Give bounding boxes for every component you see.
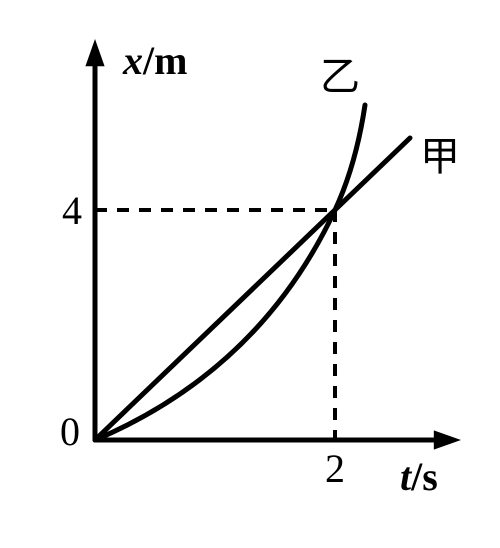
- origin-label: 0: [60, 409, 80, 454]
- x-axis-label: t/s: [400, 454, 438, 499]
- series-乙: [95, 105, 365, 440]
- series-label-乙: 乙: [320, 54, 360, 99]
- y-axis-arrow: [85, 39, 104, 66]
- y-axis-label: x/m: [122, 38, 187, 83]
- series-甲: [95, 138, 410, 440]
- x-axis-arrow: [434, 430, 461, 449]
- series-label-甲: 甲: [420, 134, 460, 179]
- y-tick-4: 4: [62, 188, 82, 233]
- x-tick-2: 2: [325, 446, 345, 491]
- chart-svg: 甲 乙 x/m t/s 0 4 2: [0, 0, 500, 548]
- kinematics-chart: 甲 乙 x/m t/s 0 4 2: [0, 0, 500, 548]
